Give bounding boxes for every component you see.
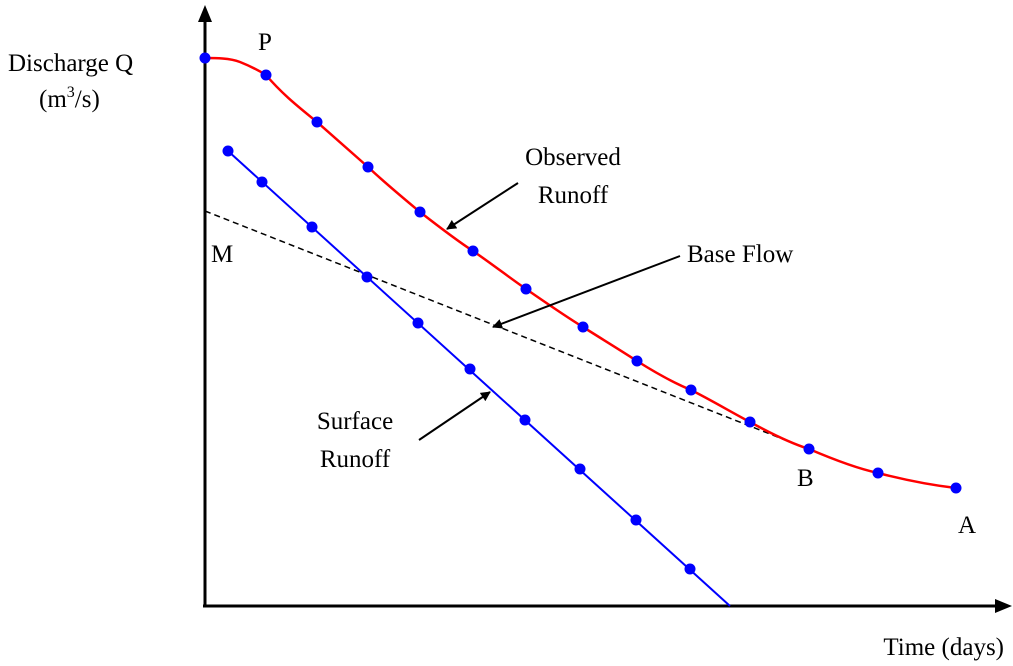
surface-marker — [574, 463, 586, 475]
surface-runoff-markers — [222, 145, 696, 575]
observed-marker — [685, 384, 697, 396]
observed-marker — [950, 482, 962, 494]
point-m-label: M — [211, 241, 233, 268]
surface-marker — [361, 271, 373, 283]
y-axis-unit-label: (m3/s) — [39, 84, 100, 113]
surface-marker — [222, 145, 234, 157]
observed-runoff-label-line1: Observed — [525, 144, 621, 171]
observed-marker — [362, 161, 374, 173]
surface-marker — [306, 221, 318, 233]
point-b-label: B — [797, 465, 814, 492]
observed-marker — [414, 206, 426, 218]
base-flow-label: Base Flow — [687, 241, 793, 268]
observed-marker — [744, 416, 756, 428]
observed-marker — [872, 467, 884, 479]
point-a-label: A — [958, 512, 976, 539]
observed-marker — [311, 116, 323, 128]
observed-runoff-label-line2: Runoff — [538, 182, 609, 209]
base-flow-line — [204, 210, 809, 450]
base-flow-arrow — [492, 255, 681, 329]
observed-marker — [803, 443, 815, 455]
observed-marker — [631, 355, 643, 367]
observed-runoff-arrow — [446, 182, 519, 230]
surface-runoff-line — [227, 150, 731, 607]
surface-runoff-arrow — [418, 391, 491, 441]
observed-marker — [260, 69, 272, 81]
observed-marker — [577, 321, 589, 333]
observed-runoff-markers — [199, 52, 962, 494]
unit-close: /s) — [75, 86, 100, 113]
y-axis-label: Discharge Q — [8, 50, 133, 77]
surface-marker — [464, 363, 476, 375]
surface-marker — [684, 563, 696, 575]
surface-marker — [412, 317, 424, 329]
y-axis-arrowhead — [198, 5, 212, 22]
surface-marker — [630, 514, 642, 526]
surface-marker — [519, 414, 531, 426]
x-axis-label: Time (days) — [883, 634, 1004, 661]
axes — [198, 5, 1012, 613]
surface-runoff-label-line1: Surface — [317, 408, 393, 435]
unit-superscript: 3 — [67, 84, 75, 101]
point-p-label: P — [258, 29, 272, 56]
surface-marker — [256, 176, 268, 188]
unit-open: (m — [39, 86, 67, 113]
observed-marker — [199, 52, 211, 64]
observed-marker — [467, 245, 479, 257]
observed-marker — [520, 283, 532, 295]
surface-runoff-label-line2: Runoff — [320, 446, 391, 473]
x-axis-arrowhead — [995, 599, 1012, 613]
